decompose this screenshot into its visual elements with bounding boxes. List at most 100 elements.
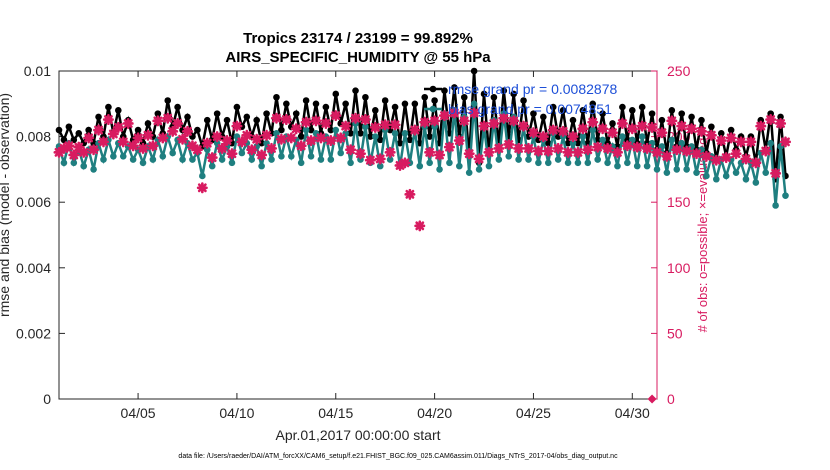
series-1-point — [248, 156, 256, 163]
series-0-point — [564, 139, 572, 147]
series-1-point — [431, 123, 438, 131]
series-1-point — [495, 156, 503, 163]
obs-asterisk-point — [340, 120, 352, 132]
series-0-point — [75, 130, 83, 137]
series-0-point — [278, 126, 285, 134]
x-tick-label: 04/10 — [219, 405, 254, 421]
series-0-point — [628, 107, 636, 114]
obs-asterisk-point — [434, 149, 446, 161]
series-1-point — [297, 159, 305, 167]
obs-asterisk-point — [775, 117, 787, 129]
series-0-point — [431, 97, 438, 104]
obs-asterisk-point — [666, 115, 678, 127]
obs-asterisk-point — [592, 141, 604, 153]
obs-asterisk-point — [310, 115, 322, 127]
obs-asterisk-point — [582, 144, 594, 156]
chart-title: Tropics 23174 / 23199 = 99.892% — [243, 30, 473, 47]
obs-asterisk-point — [473, 153, 485, 165]
obs-asterisk-point — [602, 142, 614, 154]
obs-asterisk-point — [251, 133, 263, 145]
obs-asterisk-point — [216, 142, 228, 154]
obs-asterisk-point — [745, 136, 757, 148]
obs-asterisk-point — [646, 121, 658, 133]
obs-asterisk-point — [167, 125, 179, 137]
obs-asterisk-point — [196, 182, 208, 194]
obs-asterisk-point — [266, 142, 278, 154]
series-1-point — [713, 175, 720, 183]
obs-asterisk-point — [779, 136, 791, 148]
obs-asterisk-point — [369, 121, 381, 133]
series-1-point — [554, 156, 562, 163]
obs-asterisk-point — [221, 135, 233, 147]
series-1-point — [693, 169, 700, 176]
series-0-point — [357, 130, 364, 137]
series-0-point — [624, 136, 631, 144]
obs-asterisk-point — [53, 146, 65, 158]
series-0-point — [174, 103, 181, 111]
chart-subtitle: AIRS_SPECIFIC_HUMIDITY @ 55 hPa — [225, 49, 491, 66]
legend-marker-0 — [429, 85, 437, 93]
series-0-point — [619, 103, 626, 111]
obs-asterisk-point — [320, 117, 332, 129]
obs-asterisk-point — [359, 114, 371, 126]
series-0-point — [594, 136, 601, 144]
obs-asterisk-point — [181, 125, 193, 137]
obs-asterisk-point — [246, 144, 258, 156]
obs-asterisk-point — [750, 157, 762, 169]
series-1-point — [525, 156, 532, 163]
series-0-point — [396, 139, 404, 147]
obs-asterisk-point — [557, 125, 569, 137]
obs-asterisk-point — [700, 150, 712, 162]
series-1-point — [742, 175, 750, 183]
series-1-point — [589, 126, 597, 134]
series-1-point — [203, 146, 211, 154]
obs-asterisk-point — [735, 136, 747, 148]
obs-asterisk-point — [523, 142, 535, 154]
series-0-point — [213, 110, 221, 117]
series-0-point — [520, 97, 527, 104]
series-0-point — [134, 126, 142, 134]
series-1-point — [169, 149, 176, 157]
obs-asterisk-point — [616, 117, 628, 129]
series-1-point — [653, 166, 661, 173]
series-1-point — [347, 159, 354, 167]
y-right-tick-label: 0 — [667, 391, 675, 407]
series-0-point — [65, 123, 73, 131]
obs-asterisk-point — [409, 124, 421, 136]
obs-asterisk-point — [508, 115, 520, 127]
series-0-point — [406, 136, 414, 144]
series-1-point — [782, 192, 789, 199]
footer-data-file: data file: /Users/raeder/DAI/ATM_forcXX/… — [178, 453, 618, 460]
obs-asterisk-point — [172, 117, 184, 129]
series-0-point — [530, 110, 537, 117]
obs-asterisk-point — [567, 131, 579, 143]
obs-asterisk-point — [300, 116, 312, 128]
series-1-point — [119, 152, 127, 160]
series-1-point — [401, 130, 409, 137]
obs-asterisk-point — [429, 115, 441, 127]
series-0-point — [490, 93, 498, 101]
obs-asterisk-point — [587, 116, 599, 128]
series-0-point — [658, 116, 666, 124]
series-0-point — [599, 110, 606, 117]
obs-asterisk-point — [122, 117, 134, 129]
obs-asterisk-point — [295, 140, 307, 152]
y-left-axis-label: rmse and bias (model - observation) — [0, 93, 12, 317]
series-0-point — [376, 136, 384, 144]
series-1-point — [100, 156, 107, 163]
series-1-point — [535, 159, 542, 167]
series-1-point — [683, 166, 690, 173]
obs-asterisk-point — [493, 142, 505, 154]
obs-asterisk-point — [513, 142, 525, 154]
series-0-point — [352, 87, 359, 94]
series-1-point — [569, 139, 577, 147]
obs-asterisk-point — [710, 154, 722, 166]
series-1-point — [703, 172, 710, 180]
obs-asterisk-point — [379, 119, 391, 131]
y-right-tick-label: 150 — [667, 194, 691, 210]
series-1-point — [772, 202, 779, 209]
y-left-tick-label: 0.004 — [16, 260, 51, 276]
obs-asterisk-point — [256, 149, 268, 161]
obs-asterisk-point — [760, 145, 772, 157]
series-1-point — [199, 172, 206, 180]
